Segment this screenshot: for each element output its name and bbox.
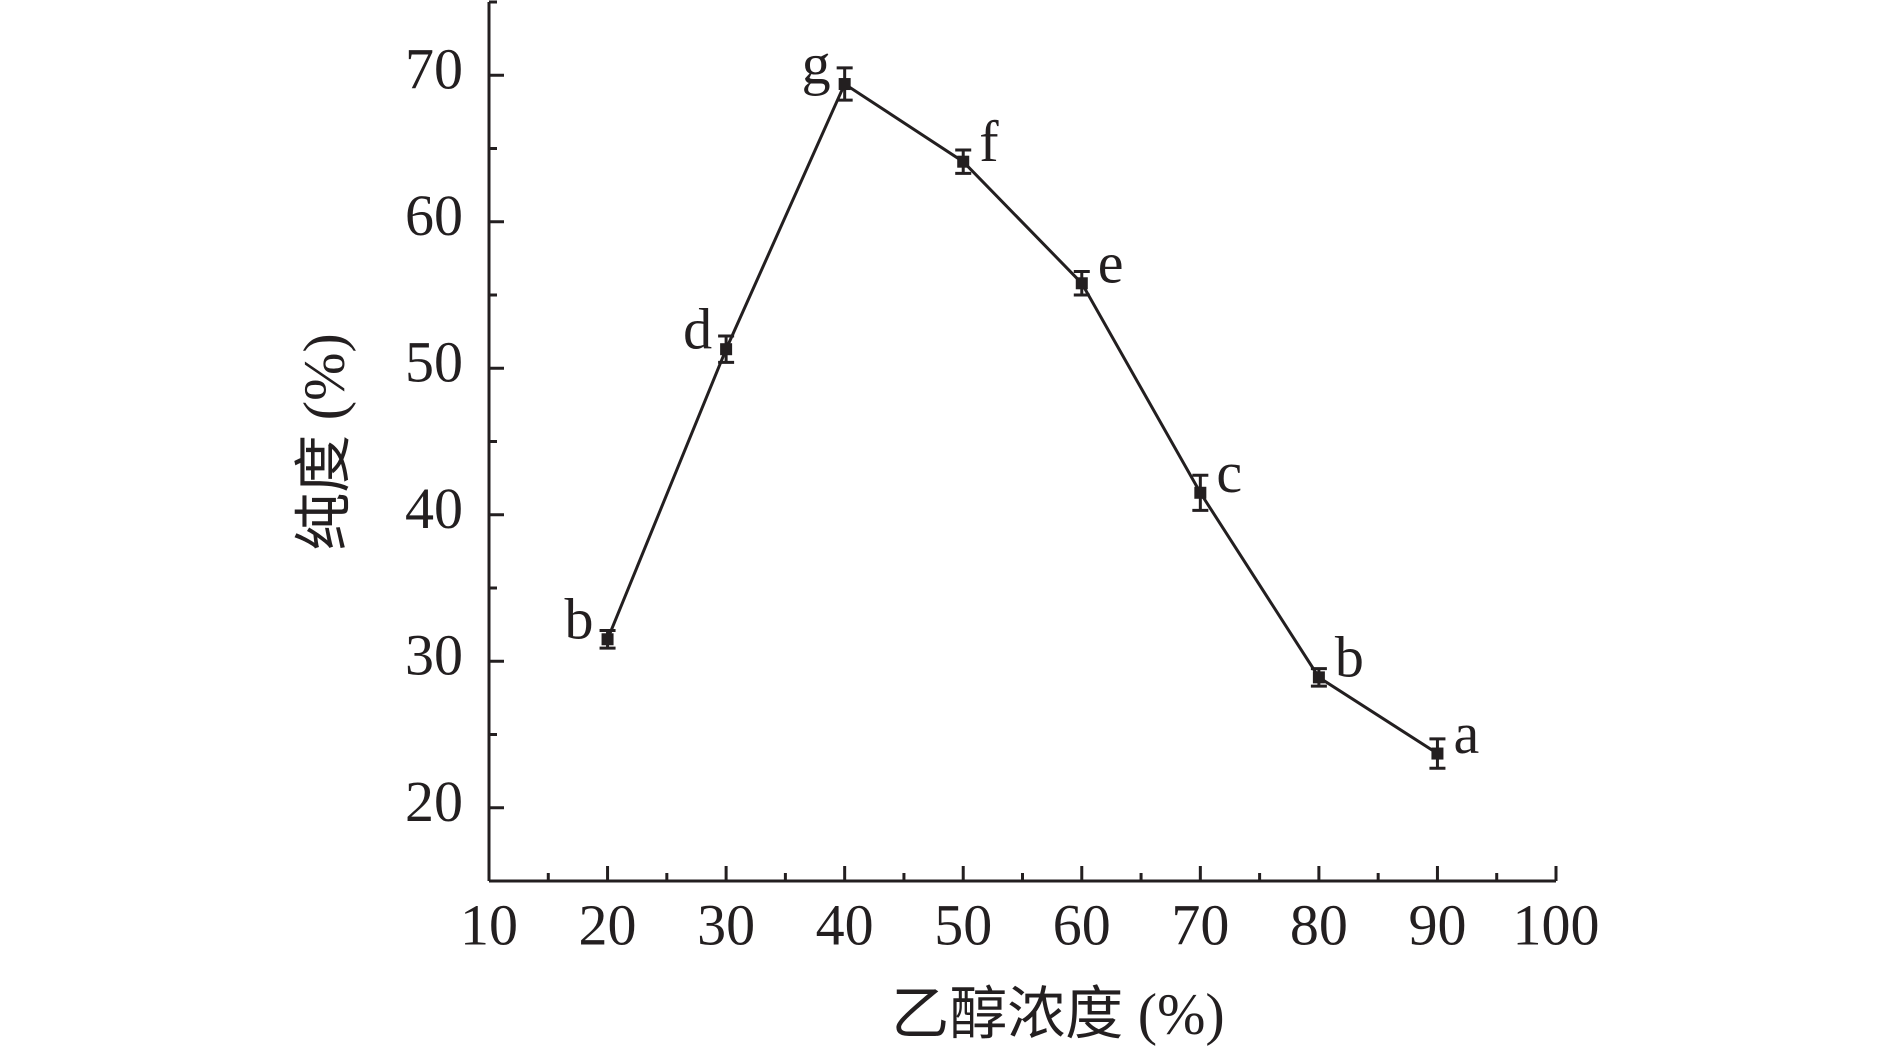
x-tick-label: 10 [460, 892, 518, 957]
x-tick-label: 30 [697, 892, 755, 957]
y-tick-label: 70 [405, 37, 463, 102]
significance-label: g [802, 31, 831, 96]
significance-label: b [565, 587, 594, 652]
significance-label: e [1098, 231, 1124, 296]
data-point [1312, 671, 1325, 684]
x-tick-label: 40 [816, 892, 874, 957]
x-axis-title: 乙醇浓度 (%) [891, 981, 1224, 1046]
x-tick-label: 100 [1513, 892, 1600, 957]
y-axis-title: 纯度 (%) [291, 333, 356, 550]
data-point [1075, 277, 1088, 290]
x-tick-label: 50 [934, 892, 992, 957]
x-tick-label: 60 [1053, 892, 1111, 957]
x-tick-label: 80 [1290, 892, 1348, 957]
y-tick-label: 30 [405, 623, 463, 688]
y-tick-label: 60 [405, 183, 463, 248]
data-point [720, 343, 733, 356]
x-tick-label: 70 [1171, 892, 1229, 957]
significance-label: b [1335, 625, 1364, 690]
data-line [606, 81, 1439, 755]
significance-label: a [1453, 701, 1479, 766]
data-point [957, 155, 970, 168]
x-tick-label: 90 [1408, 892, 1466, 957]
data-point [1431, 747, 1444, 760]
data-point [1194, 486, 1207, 499]
y-tick-label: 20 [405, 769, 463, 834]
y-tick-label: 50 [405, 330, 463, 395]
y-tick-label: 40 [405, 476, 463, 541]
significance-label: f [979, 109, 999, 174]
x-tick-label: 20 [579, 892, 637, 957]
significance-label: d [683, 297, 712, 362]
data-point [838, 78, 851, 91]
significance-label: c [1216, 440, 1242, 505]
data-point [601, 633, 614, 646]
